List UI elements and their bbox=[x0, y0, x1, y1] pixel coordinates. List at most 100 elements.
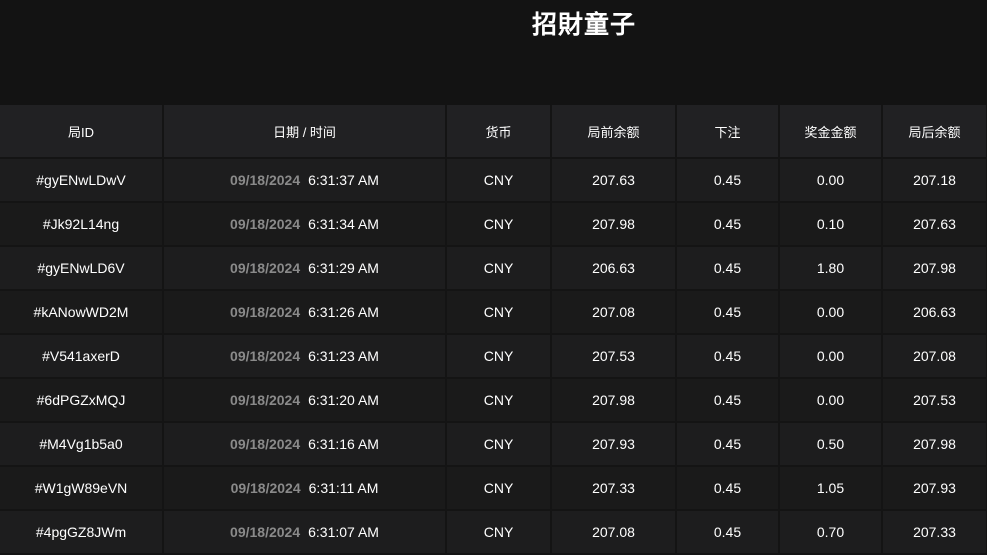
table-row[interactable]: #kANowWD2M 09/18/2024 6:31:26 AM CNY 207.… bbox=[0, 290, 987, 335]
balance-after: 207.08 bbox=[882, 334, 987, 379]
balance-after: 207.53 bbox=[882, 378, 987, 423]
table-header-row: 局ID 日期 / 时间 货币 局前余额 下注 奖金金额 局后余额 bbox=[0, 105, 987, 159]
bet: 0.45 bbox=[676, 246, 780, 291]
date: 09/18/2024 bbox=[230, 172, 301, 188]
round-id[interactable]: #W1gW89eVN bbox=[0, 466, 164, 511]
bet: 0.45 bbox=[676, 158, 780, 203]
currency: CNY bbox=[446, 334, 552, 379]
column-header-date-time: 日期 / 时间 bbox=[163, 105, 447, 159]
date-time: 09/18/2024 6:31:20 AM bbox=[163, 378, 447, 423]
bet: 0.45 bbox=[676, 378, 780, 423]
round-id[interactable]: #4pgGZ8JWm bbox=[0, 510, 164, 555]
date-time: 09/18/2024 6:31:07 AM bbox=[163, 510, 447, 555]
balance-after: 207.63 bbox=[882, 202, 987, 247]
win-amount: 0.70 bbox=[779, 510, 883, 555]
time: 6:31:20 AM bbox=[308, 392, 379, 408]
balance-before: 207.08 bbox=[551, 510, 677, 555]
table-row[interactable]: #Jk92L14ng 09/18/2024 6:31:34 AM CNY 207.… bbox=[0, 202, 987, 247]
time: 6:31:37 AM bbox=[308, 172, 379, 188]
time: 6:31:34 AM bbox=[308, 216, 379, 232]
currency: CNY bbox=[446, 378, 552, 423]
date-time: 09/18/2024 6:31:34 AM bbox=[163, 202, 447, 247]
win-amount: 0.00 bbox=[779, 290, 883, 335]
table-row[interactable]: #gyENwLDwV 09/18/2024 6:31:37 AM CNY 207.… bbox=[0, 158, 987, 203]
balance-after: 207.18 bbox=[882, 158, 987, 203]
table-row[interactable]: #6dPGZxMQJ 09/18/2024 6:31:20 AM CNY 207.… bbox=[0, 378, 987, 423]
balance-before: 207.63 bbox=[551, 158, 677, 203]
balance-before: 207.33 bbox=[551, 466, 677, 511]
balance-after: 207.33 bbox=[882, 510, 987, 555]
date: 09/18/2024 bbox=[230, 392, 301, 408]
column-header-balance-after: 局后余额 bbox=[882, 105, 987, 159]
date-time: 09/18/2024 6:31:23 AM bbox=[163, 334, 447, 379]
currency: CNY bbox=[446, 246, 552, 291]
time: 6:31:07 AM bbox=[308, 524, 379, 540]
table-row[interactable]: #4pgGZ8JWm 09/18/2024 6:31:07 AM CNY 207.… bbox=[0, 510, 987, 555]
page-title: 招財童子 bbox=[532, 11, 637, 39]
currency: CNY bbox=[446, 510, 552, 555]
time: 6:31:23 AM bbox=[308, 348, 379, 364]
table-row[interactable]: #gyENwLD6V 09/18/2024 6:31:29 AM CNY 206.… bbox=[0, 246, 987, 291]
bet: 0.45 bbox=[676, 202, 780, 247]
balance-before: 207.53 bbox=[551, 334, 677, 379]
bet: 0.45 bbox=[676, 334, 780, 379]
date: 09/18/2024 bbox=[230, 216, 301, 232]
round-id[interactable]: #V541axerD bbox=[0, 334, 164, 379]
win-amount: 0.10 bbox=[779, 202, 883, 247]
date-time: 09/18/2024 6:31:16 AM bbox=[163, 422, 447, 467]
time: 6:31:29 AM bbox=[308, 260, 379, 276]
date-time: 09/18/2024 6:31:29 AM bbox=[163, 246, 447, 291]
date: 09/18/2024 bbox=[230, 304, 301, 320]
date: 09/18/2024 bbox=[230, 348, 301, 364]
win-amount: 0.00 bbox=[779, 334, 883, 379]
balance-after: 207.93 bbox=[882, 466, 987, 511]
table-row[interactable]: #V541axerD 09/18/2024 6:31:23 AM CNY 207.… bbox=[0, 334, 987, 379]
header: 招財童子 bbox=[0, 0, 987, 105]
currency: CNY bbox=[446, 290, 552, 335]
time: 6:31:16 AM bbox=[308, 436, 379, 452]
balance-after: 206.63 bbox=[882, 290, 987, 335]
column-header-win-amount: 奖金金额 bbox=[779, 105, 883, 159]
bet: 0.45 bbox=[676, 466, 780, 511]
column-header-round-id: 局ID bbox=[0, 105, 164, 159]
bet: 0.45 bbox=[676, 290, 780, 335]
balance-after: 207.98 bbox=[882, 422, 987, 467]
round-id[interactable]: #gyENwLD6V bbox=[0, 246, 164, 291]
bet: 0.45 bbox=[676, 510, 780, 555]
balance-before: 207.93 bbox=[551, 422, 677, 467]
time: 6:31:11 AM bbox=[308, 480, 379, 496]
currency: CNY bbox=[446, 422, 552, 467]
balance-before: 207.08 bbox=[551, 290, 677, 335]
round-id[interactable]: #gyENwLDwV bbox=[0, 158, 164, 203]
column-header-bet: 下注 bbox=[676, 105, 780, 159]
date-time: 09/18/2024 6:31:26 AM bbox=[163, 290, 447, 335]
currency: CNY bbox=[446, 466, 552, 511]
date: 09/18/2024 bbox=[230, 260, 301, 276]
bet: 0.45 bbox=[676, 422, 780, 467]
currency: CNY bbox=[446, 202, 552, 247]
date-time: 09/18/2024 6:31:37 AM bbox=[163, 158, 447, 203]
date: 09/18/2024 bbox=[230, 524, 301, 540]
time: 6:31:26 AM bbox=[308, 304, 379, 320]
currency: CNY bbox=[446, 158, 552, 203]
round-id[interactable]: #6dPGZxMQJ bbox=[0, 378, 164, 423]
table-row[interactable]: #W1gW89eVN 09/18/2024 6:31:11 AM CNY 207.… bbox=[0, 466, 987, 511]
balance-after: 207.98 bbox=[882, 246, 987, 291]
win-amount: 0.50 bbox=[779, 422, 883, 467]
balance-before: 206.63 bbox=[551, 246, 677, 291]
win-amount: 1.80 bbox=[779, 246, 883, 291]
table-row[interactable]: #M4Vg1b5a0 09/18/2024 6:31:16 AM CNY 207.… bbox=[0, 422, 987, 467]
round-id[interactable]: #Jk92L14ng bbox=[0, 202, 164, 247]
win-amount: 0.00 bbox=[779, 158, 883, 203]
history-table: 局ID 日期 / 时间 货币 局前余额 下注 奖金金额 局后余额 #gyENwLDwV 09… bbox=[0, 105, 987, 555]
balance-before: 207.98 bbox=[551, 378, 677, 423]
round-id[interactable]: #M4Vg1b5a0 bbox=[0, 422, 164, 467]
win-amount: 0.00 bbox=[779, 378, 883, 423]
date: 09/18/2024 bbox=[230, 480, 301, 496]
date: 09/18/2024 bbox=[230, 436, 301, 452]
column-header-currency: 货币 bbox=[446, 105, 552, 159]
round-id[interactable]: #kANowWD2M bbox=[0, 290, 164, 335]
win-amount: 1.05 bbox=[779, 466, 883, 511]
balance-before: 207.98 bbox=[551, 202, 677, 247]
column-header-balance-before: 局前余额 bbox=[551, 105, 677, 159]
